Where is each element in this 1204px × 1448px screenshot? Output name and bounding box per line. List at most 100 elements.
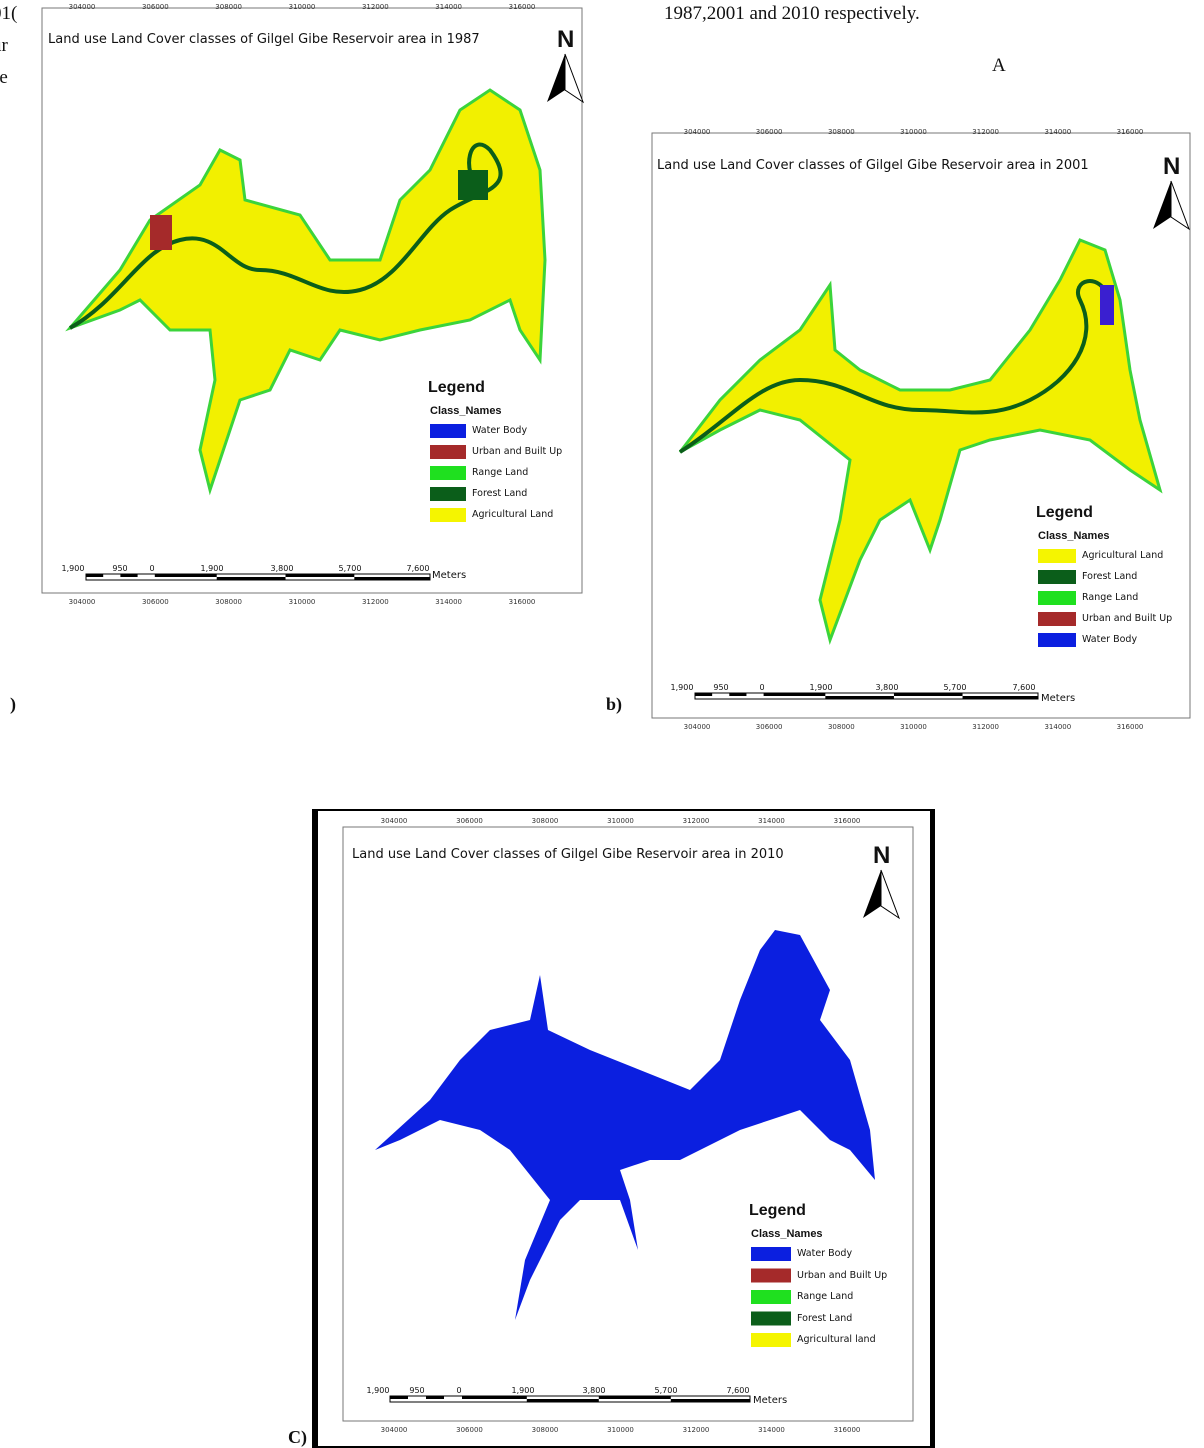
scale-label: 3,800: [271, 565, 294, 573]
map-graphics: [0, 0, 1204, 1448]
map-title: Land use Land Cover classes of Gilgel Gi…: [352, 848, 784, 861]
scale-bar-segment: [217, 577, 286, 580]
figure-label: ): [10, 695, 16, 713]
scale-bar-segment: [462, 1396, 527, 1399]
scale-bar-segment: [671, 1399, 750, 1402]
legend-swatch: [430, 508, 466, 522]
coordinate-label: 308000: [215, 599, 242, 606]
coordinate-label: 310000: [900, 129, 927, 136]
scale-label: 950: [713, 684, 728, 692]
scale-unit: Meters: [1041, 694, 1075, 704]
scale-label: 1,900: [671, 684, 694, 692]
body-text: 1987,2001 and 2010 respectively.: [664, 4, 920, 23]
legend-label: Water Body: [797, 1249, 852, 1259]
coordinate-label: 308000: [532, 1427, 559, 1434]
coordinate-label: 306000: [142, 4, 169, 11]
coordinate-label: 316000: [834, 1427, 861, 1434]
scale-label: 1,900: [201, 565, 224, 573]
coordinate-label: 314000: [1044, 724, 1071, 731]
north-arrow: [863, 870, 881, 918]
scale-bar-segment: [729, 693, 746, 696]
coordinate-label: 308000: [532, 818, 559, 825]
coordinate-label: 308000: [828, 724, 855, 731]
coordinate-label: 304000: [684, 724, 711, 731]
text-fragment: 01(: [0, 4, 17, 23]
legend-label: Water Body: [1082, 635, 1137, 645]
scale-bar-segment: [354, 577, 430, 580]
legend-swatch: [751, 1247, 791, 1261]
figure-marker: A: [992, 56, 1006, 75]
scale-label: 7,600: [407, 565, 430, 573]
legend-swatch: [430, 466, 466, 480]
scale-bar-segment: [86, 574, 103, 577]
water-patch: [1100, 285, 1114, 325]
coordinate-label: 306000: [756, 129, 783, 136]
coordinate-label: 310000: [607, 818, 634, 825]
text-fragment: se: [0, 68, 8, 87]
coordinate-label: 316000: [1117, 724, 1144, 731]
coordinate-label: 312000: [972, 129, 999, 136]
scale-label: 0: [759, 684, 764, 692]
scale-label: 3,800: [583, 1387, 606, 1395]
figure-label: b): [606, 695, 622, 713]
legend-subtitle: Class_Names: [430, 406, 502, 417]
legend-title: Legend: [428, 380, 485, 396]
scale-label: 7,600: [1013, 684, 1036, 692]
scale-label: 950: [409, 1387, 424, 1395]
map-title: Land use Land Cover classes of Gilgel Gi…: [48, 33, 480, 46]
scale-label: 7,600: [727, 1387, 750, 1395]
coordinate-label: 308000: [828, 129, 855, 136]
scale-label: 0: [456, 1387, 461, 1395]
coordinate-label: 306000: [456, 1427, 483, 1434]
scale-bar-segment: [764, 693, 826, 696]
figure-label: C): [288, 1428, 307, 1446]
legend-label: Range Land: [1082, 593, 1138, 603]
scale-label: 1,900: [367, 1387, 390, 1395]
reservoir: [375, 930, 875, 1320]
scale-bar-segment: [286, 574, 355, 577]
coordinate-label: 314000: [758, 818, 785, 825]
scale-bar-segment: [527, 1399, 599, 1402]
scale-bar-segment: [390, 1396, 408, 1399]
scale-label: 950: [112, 565, 127, 573]
legend-swatch: [751, 1333, 791, 1347]
coordinate-label: 312000: [683, 818, 710, 825]
legend-label: Agricultural Land: [1082, 551, 1163, 561]
figure-border-thick: [930, 810, 934, 1447]
legend-swatch: [430, 487, 466, 501]
map-title: Land use Land Cover classes of Gilgel Gi…: [657, 159, 1089, 172]
legend-swatch: [1038, 591, 1076, 605]
coordinate-label: 304000: [69, 4, 96, 11]
coordinate-label: 310000: [900, 724, 927, 731]
figure-border-thick: [313, 810, 318, 1447]
coordinate-label: 306000: [142, 599, 169, 606]
scale-unit: Meters: [753, 1396, 787, 1406]
coordinate-label: 314000: [435, 599, 462, 606]
legend-swatch: [430, 445, 466, 459]
coordinate-label: 316000: [1117, 129, 1144, 136]
scale-label: 0: [149, 565, 154, 573]
legend-subtitle: Class_Names: [1038, 531, 1110, 542]
legend-label: Forest Land: [472, 489, 527, 499]
coordinate-label: 312000: [683, 1427, 710, 1434]
legend-label: Agricultural Land: [472, 510, 553, 520]
legend-label: Range Land: [797, 1292, 853, 1302]
page: 01( ur se 1987,2001 and 2010 respectively. A…: [0, 0, 1204, 1448]
coordinate-label: 310000: [289, 4, 316, 11]
scale-bar-segment: [120, 574, 137, 577]
text-fragment: ur: [0, 36, 8, 55]
north-arrow: [547, 54, 565, 102]
coordinate-label: 304000: [381, 1427, 408, 1434]
legend-label: Urban and Built Up: [797, 1271, 887, 1281]
legend-label: Range Land: [472, 468, 528, 478]
legend-title: Legend: [749, 1203, 806, 1219]
forest-patch: [458, 170, 488, 200]
north-arrow: [565, 54, 583, 102]
legend-swatch: [1038, 570, 1076, 584]
coordinate-label: 316000: [834, 818, 861, 825]
legend-swatch: [430, 424, 466, 438]
legend-swatch: [1038, 633, 1076, 647]
legend-label: Forest Land: [797, 1314, 852, 1324]
coordinate-label: 304000: [684, 129, 711, 136]
coordinate-label: 316000: [509, 4, 536, 11]
